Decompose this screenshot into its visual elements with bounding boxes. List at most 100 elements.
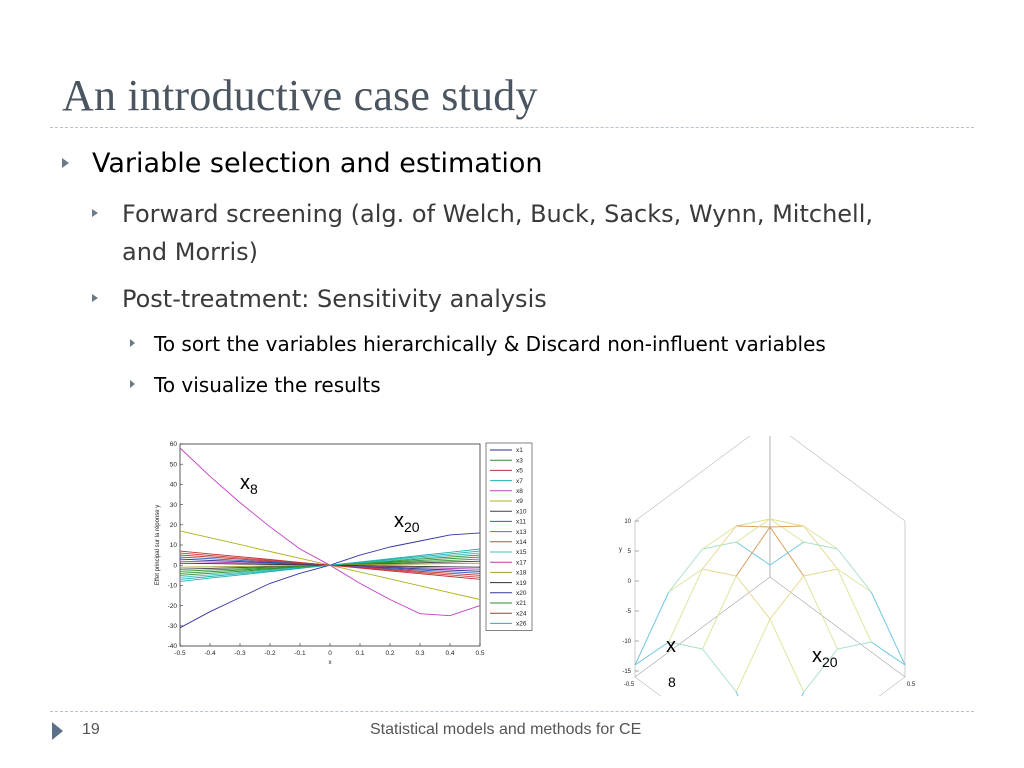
x-tick-label: 0.2 [385,650,394,657]
surface-mesh-line [837,548,872,593]
y-tick-label: 0 [173,562,177,569]
y-tick-label: -30 [168,623,178,630]
bullet-arrow-icon [130,339,135,347]
y-tick-label: 30 [170,502,178,509]
surface-mesh-line [702,575,737,650]
legend-label-x17: x17 [516,559,527,566]
footer-title: Statistical models and methods for CE [370,721,642,738]
footer-divider [50,711,974,712]
x-tick-label: -0.3 [234,650,246,657]
surface-mesh-line [801,691,805,696]
surface-mesh-line [803,568,838,577]
legend-label-x7: x7 [516,478,523,485]
x-tick-label: -0.2 [264,650,276,657]
legend-box [485,442,533,631]
legend-label-x10: x10 [516,508,527,515]
legend-label-x21: x21 [516,600,527,607]
surface-mesh-line [735,541,771,566]
surface-mesh-line [769,541,805,566]
surface-mesh-line [735,618,771,693]
legend-label-x18: x18 [516,570,527,577]
x-tick-label: 0.5 [475,650,484,657]
z-tick-label: 0 [628,579,632,585]
surface-mesh-line [769,618,805,693]
y-tick-label: -40 [168,643,178,650]
z-tick-label: -5 [626,609,632,615]
x-tick-label: 0.3 [415,650,424,657]
surface-mesh-line [837,568,872,643]
legend-label-x14: x14 [516,539,527,546]
y-tick-label: 60 [170,441,178,448]
surface-mesh-line [803,525,838,550]
z-tick-label: -10 [622,639,631,645]
y-tick-label: 10 [170,542,178,549]
x8-annotation-left: x8 [240,472,258,497]
surface-mesh-line [769,518,804,527]
surface-mesh-line [702,568,737,577]
title-divider [50,127,974,128]
x-tick-label: 0 [328,650,332,657]
surface-mesh-line [735,518,771,543]
y-tick-label: 50 [170,461,178,468]
legend-label-x20: x20 [516,590,527,597]
legend-label-x15: x15 [516,549,527,556]
surface-mesh-line [634,591,670,666]
surface-mesh-line [769,518,805,543]
surface-mesh-line [735,526,771,577]
bullet-text: To sort the variables hierarchically & D… [154,332,826,356]
z-axis-label: y [619,547,622,553]
main-effects-line-chart: -0.5 -0.4 -0.3 -0.2 -0.1 0 0.1 0.2 0.3 0.4 0.5 60 50… [155,441,533,666]
x-tick-label: 0.1 [355,650,364,657]
surface-mesh-line [837,568,872,593]
surface-mesh-line [702,525,737,570]
x-tick-label: -0.5 [174,650,186,657]
surface-mesh-line [837,641,872,650]
surface-mesh-line [803,648,838,693]
surface-mesh-line [769,525,804,528]
bullet-arrow-icon [92,209,98,217]
surface-mesh-line [736,525,771,528]
y-tick-label: -10 [168,583,178,590]
surface-mesh-line [803,575,838,650]
bullet-text: Forward screening (alg. of Welch, Buck, … [122,200,874,228]
surface-mesh-line [735,691,739,696]
surface-mesh-line [668,641,703,650]
plot-area [179,443,481,647]
back-wall-right [769,436,906,678]
page-number: 19 [82,721,100,738]
footer-arrow-icon [52,722,63,740]
x-tick-label: -0.4 [204,650,216,657]
legend-label-x11: x11 [516,519,526,526]
x-tick-label: -0.1 [294,650,306,657]
z-tick-label: 5 [628,549,632,555]
z-tick-label: -15 [622,669,631,675]
legend-label-x9: x9 [516,498,523,505]
surface-mesh-line [803,525,838,570]
x20-annotation-right: x20 [812,645,838,670]
y-tick-label: 40 [170,482,178,489]
bullet-text: Variable selection and estimation [92,148,543,179]
z-tick-label: 10 [624,519,631,525]
surface-mesh-line [769,526,805,577]
axis-a-tick-label: -0.5 [624,682,635,688]
legend-label-x1: x1 [516,447,523,454]
y-axis-label: Effet principal sur la réponse y [155,505,161,586]
bullet-text: and Morris) [122,238,259,266]
bullet-arrow-icon [130,380,135,388]
y-tick-label: 20 [170,522,178,529]
surface-mesh-line [634,641,670,666]
surface-mesh-line [668,548,703,593]
surface-mesh-line [870,641,906,666]
surface-mesh-line [803,541,838,550]
series-line-x26 [179,550,481,580]
legend-label-x13: x13 [516,529,527,536]
bullet-arrow-icon [62,158,69,168]
x-axis-label: x [329,660,332,666]
legend-label-x26: x26 [516,621,527,628]
bullet-arrow-icon [92,294,98,302]
x-tick-label: 0.4 [445,650,454,657]
surface-mesh-line [735,575,771,620]
surface-mesh-line [702,525,737,550]
legend-label-x5: x5 [516,468,523,475]
